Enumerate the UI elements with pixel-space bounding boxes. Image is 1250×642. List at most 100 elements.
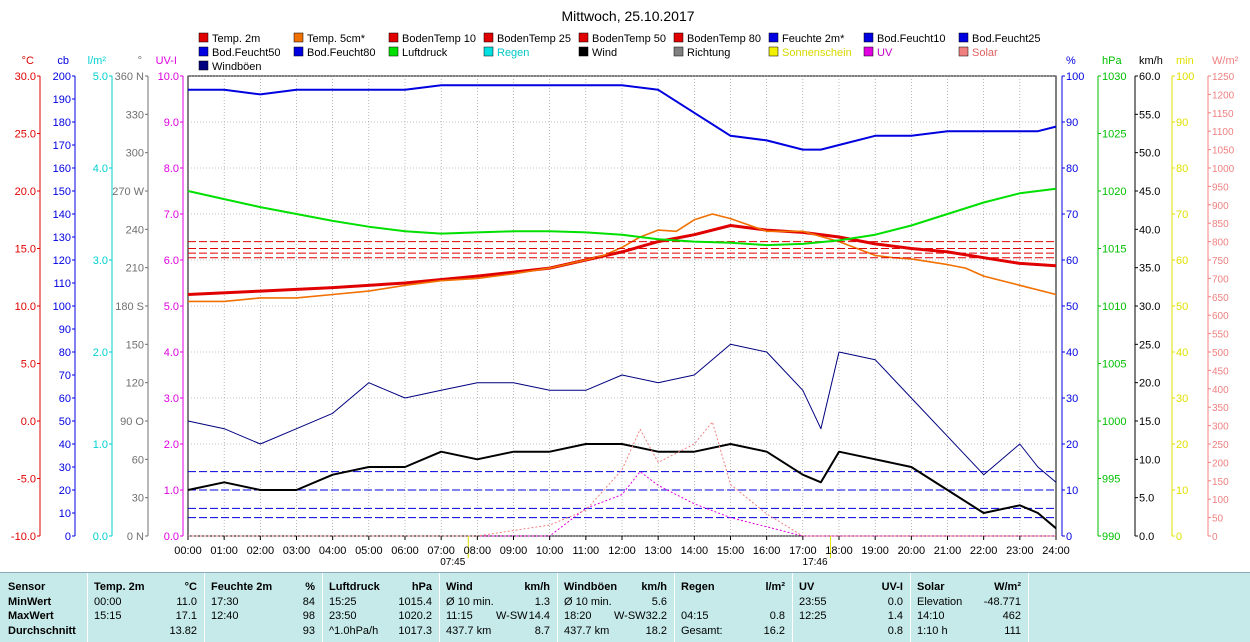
left-axis-label: 100 [53,301,71,313]
summary-table: Sensor MinWert MaxWert Durchschnitt Temp. 2m… [0,572,1250,642]
right-axis-label: 30 [1066,393,1078,405]
legend-swatch [198,46,209,57]
x-axis-label: 04:00 [319,545,347,557]
right-axis-label: 1005 [1102,359,1126,371]
summary-time: 12:40 [211,610,239,622]
right-axis-unit: hPa [1102,55,1122,67]
left-axis-label: 3.0 [164,393,179,405]
sunrise-label: 07:45 [440,557,465,568]
summary-value: 13.82 [169,625,197,637]
series-line-13 [187,343,1057,483]
left-axes: °C 30.0 25.0 20.0 15.0 10.0 5.0 0.0 -5.0 -10.0 cb 2… [11,55,184,543]
left-axis-label: 70 [59,370,71,382]
summary-value: 32.2 [645,610,667,622]
left-axis-label: 5.0 [21,359,36,371]
left-axis-label: 90 O [120,416,144,428]
right-axis-label: 1010 [1102,301,1126,313]
left-axis-label: 180 S [115,301,144,313]
left-axis-label: 330 [126,109,144,121]
right-axis-label: 90 [1066,117,1078,129]
summary-wind: Wind km/h Ø 10 min. 1.3 11:15 W-SW 14.4 437.7 k… [440,573,558,642]
left-axis-label: 6.0 [164,255,179,267]
right-axis-label: 20.0 [1139,378,1160,390]
summary-row-label: Durchschnitt [8,625,76,637]
right-axis-label: 10.0 [1139,454,1160,466]
right-axis-label: 350 [1212,403,1229,414]
summary-value: 1.4 [887,610,903,622]
chart-title: Mittwoch, 25.10.2017 [561,8,694,24]
right-axis-label: 60 [1066,255,1078,267]
summary-direction: W-SW [496,610,528,622]
right-axis-label: 50 [1212,514,1224,525]
right-axis-label: 1000 [1212,164,1235,175]
right-axis-label: 950 [1212,182,1229,193]
left-axis-label: 60 [132,454,144,466]
summary-feuchte: Feuchte 2m% 17:30 84 12:40 98 93 [205,573,323,642]
summary-value: 0.0 [887,596,903,608]
left-axis-label: 4.0 [93,163,108,175]
right-axis-label: 1200 [1212,90,1235,101]
summary-value: 16.2 [763,625,785,637]
left-axis-label: 170 [53,140,71,152]
legend-entry: Bod.Feucht25 [972,33,1041,45]
right-axis-label: 40.0 [1139,224,1160,236]
summary-time: 14:10 [917,610,945,622]
left-axis-label: 9.0 [164,117,179,129]
right-axis-label: 150 [1212,477,1229,488]
summary-regen: Regen l/m² 04:15 0.8 Gesamt: 16.2 [675,573,793,642]
summary-row-label: MaxWert [8,610,54,622]
left-axis-label: 10.0 [15,301,36,313]
right-axis-label: 1150 [1212,109,1234,120]
right-axis-label: 0 [1212,532,1218,543]
summary-unit: km/h [641,581,667,593]
x-axis-label: 23:00 [1006,545,1034,557]
summary-unit: % [305,581,315,593]
summary-time: 17:30 [211,596,239,608]
x-axis-label: 15:00 [717,545,745,557]
left-axis-label: 1.0 [164,485,179,497]
summary-value: 1015.4 [398,596,432,608]
series-line-6 [188,84,1057,151]
summary-time: Gesamt: [681,625,723,637]
summary-value: 5.6 [651,596,667,608]
right-axis-label: 1025 [1102,129,1126,141]
left-axis-label: 10 [59,508,71,520]
x-axis-label: 17:00 [789,545,817,557]
left-axis-unit: ° [138,55,142,67]
legend-swatch [958,46,969,57]
summary-luftdruck: Luftdruck hPa 15:25 1015.4 23:50 1020.2 ^1.0hP… [323,573,440,642]
right-axis-unit: min [1176,55,1194,67]
left-axis-label: 270 W [112,186,144,198]
right-axis-label: 100 [1176,71,1194,83]
right-axis-label: 700 [1212,274,1229,285]
left-axis-label: -10.0 [11,531,36,543]
summary-header: Windböen [564,581,618,593]
left-axis-label: 30 [132,493,144,505]
left-axis-label: 2.0 [164,439,179,451]
summary-time: Ø 10 min. [446,596,494,608]
left-axis-label: 120 [126,378,144,390]
left-axis-label: 210 [126,263,144,275]
summary-value: 14.4 [528,610,550,622]
x-axis-label: 16:00 [753,545,781,557]
left-axis-label: 7.0 [164,209,179,221]
left-axis-label: 90 [59,324,71,336]
right-axis-label: 45.0 [1139,186,1160,198]
summary-value: 111 [1004,625,1021,637]
legend-swatch [578,46,589,57]
summary-value: 11.0 [176,596,197,608]
summary-value: 462 [1002,610,1021,622]
legend-swatch [863,46,874,57]
series-line-15 [188,421,1056,537]
summary-header: Wind [446,581,473,593]
legend-swatch [863,32,874,43]
summary-header: UV [799,581,815,593]
left-axis-unit: cb [57,55,69,67]
legend-entry: BodenTemp 50 [592,33,666,45]
right-axis-label: 20 [1066,439,1078,451]
left-axis-label: 200 [53,71,71,83]
x-axis-label: 07:00 [427,545,455,557]
legend-entry: BodenTemp 25 [497,33,571,45]
series-line-11 [187,187,1057,247]
left-axis-label: 15.0 [15,244,36,256]
